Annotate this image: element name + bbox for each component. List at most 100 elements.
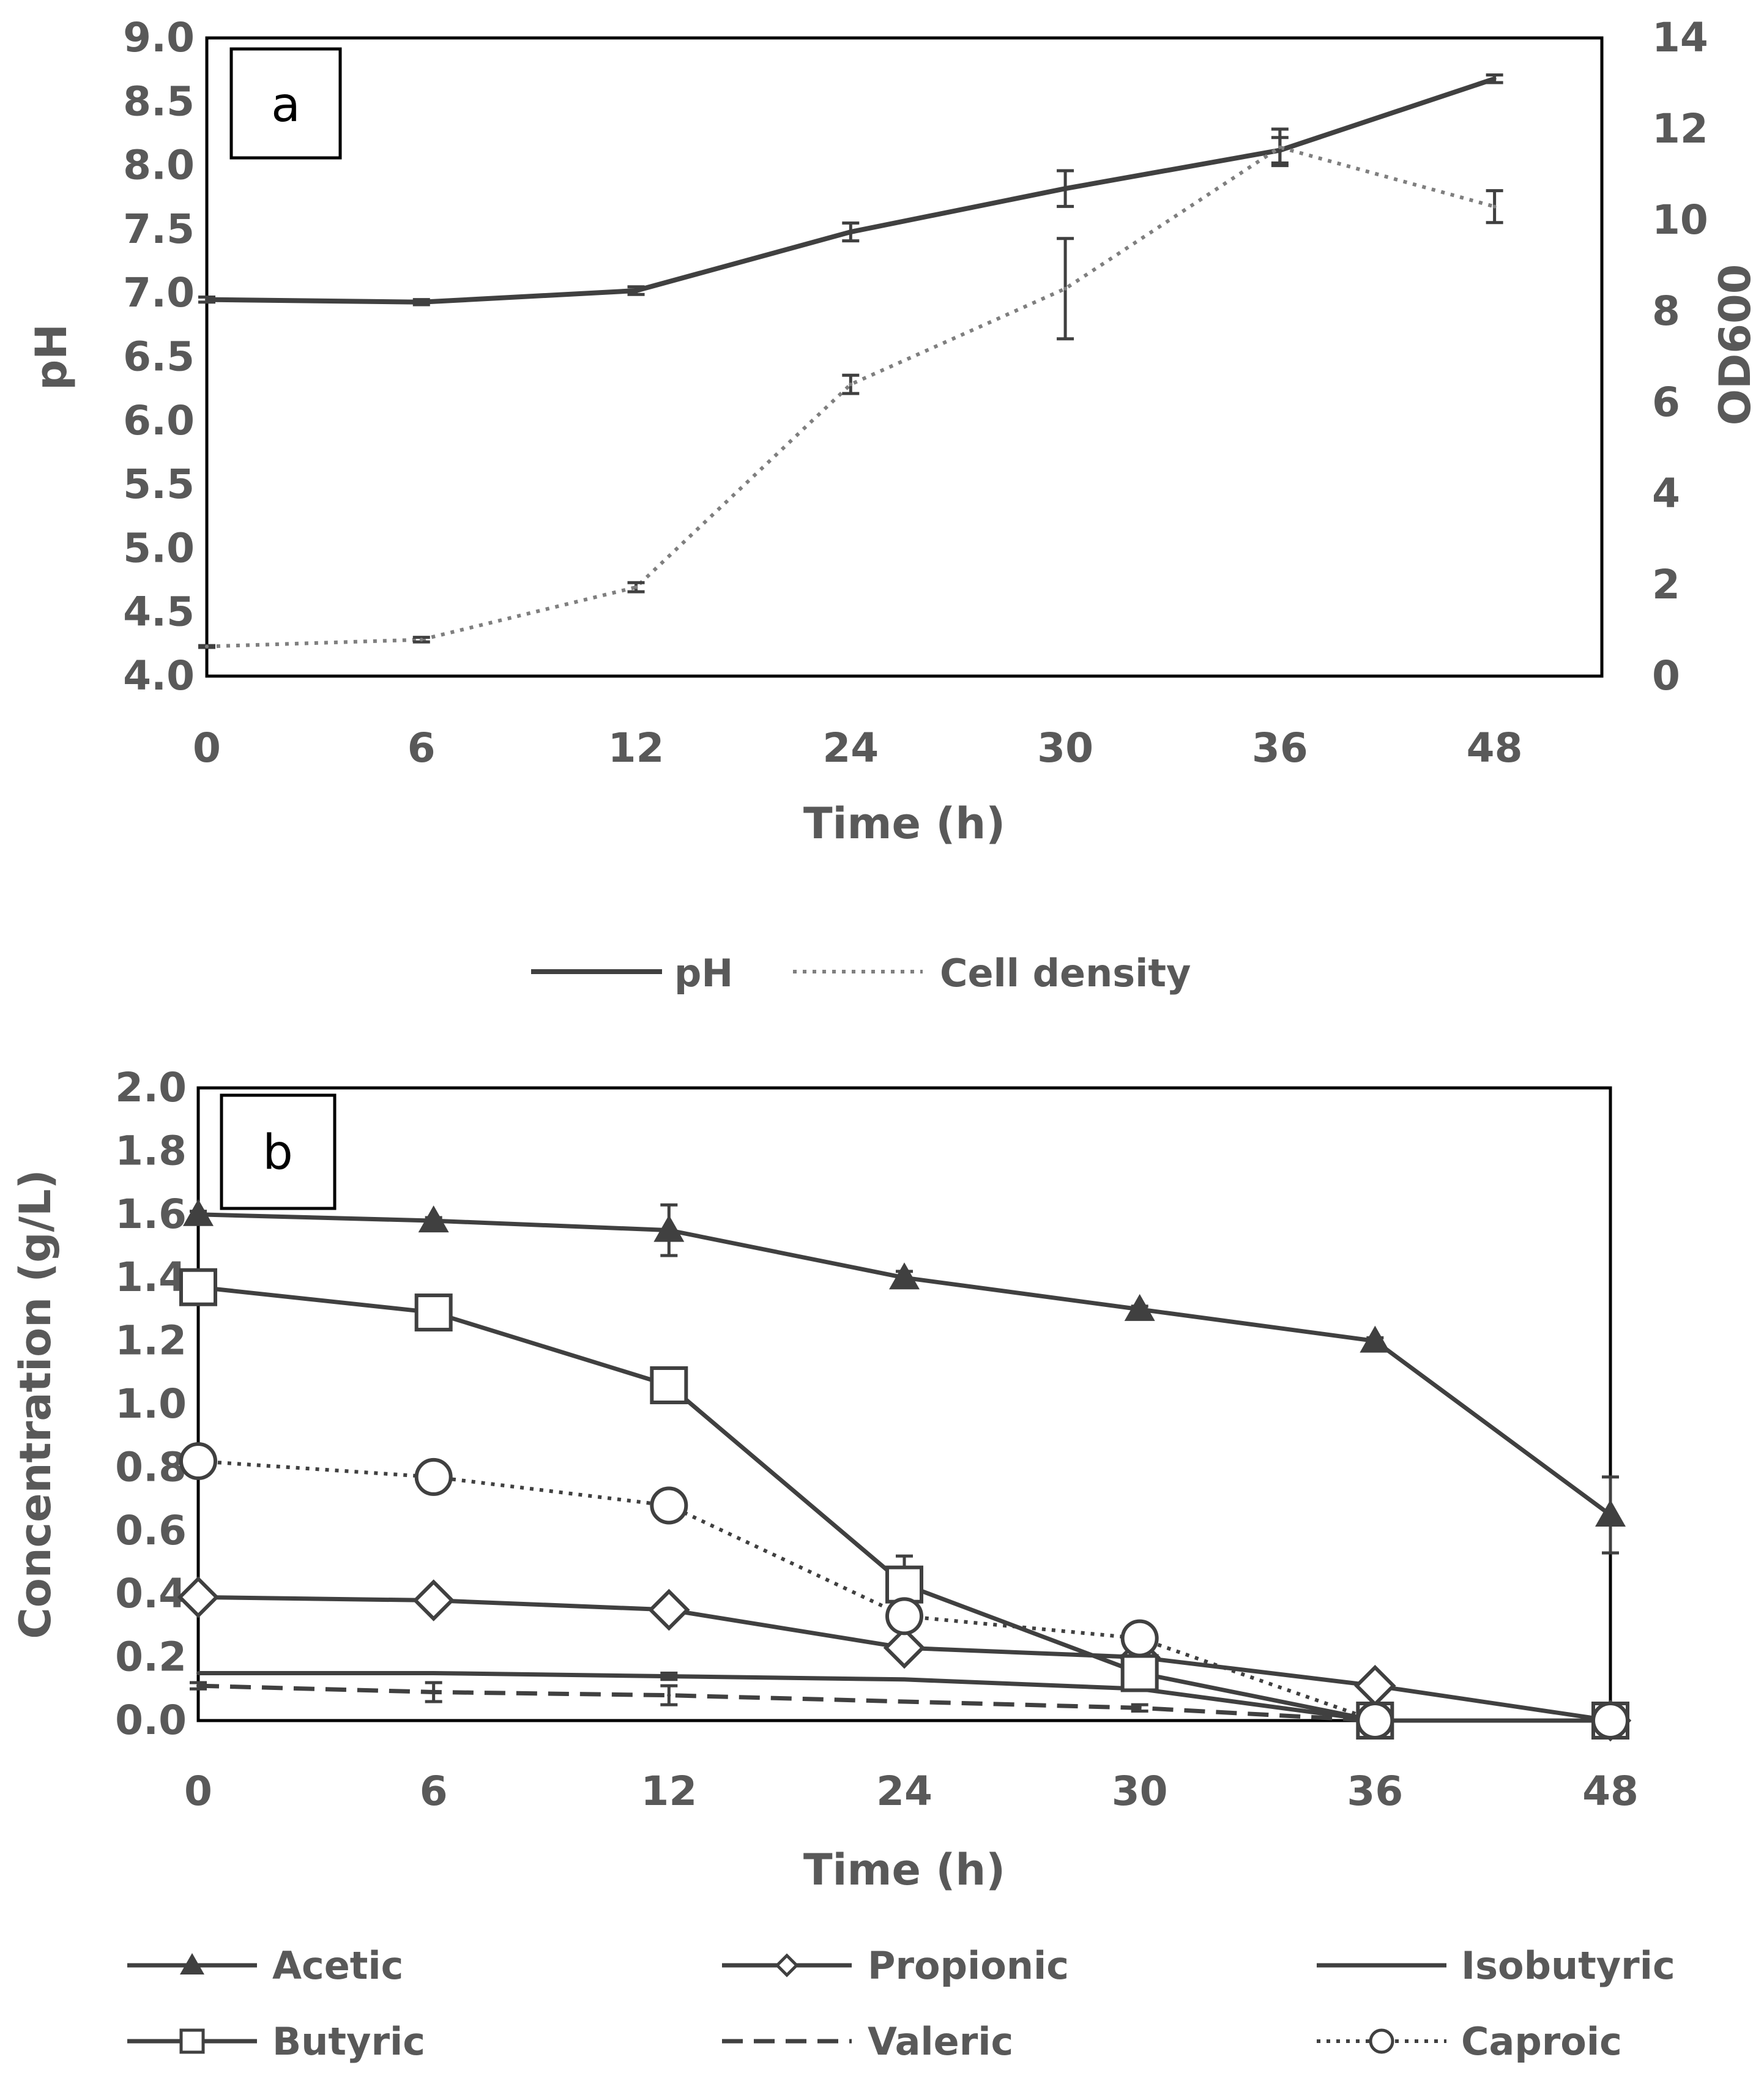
data-point bbox=[1360, 1325, 1391, 1353]
data-point bbox=[650, 1366, 688, 1404]
data-point bbox=[205, 297, 209, 302]
y-tick-label: 7.0 bbox=[123, 269, 195, 316]
legend-label: Caproic bbox=[1461, 2019, 1622, 2064]
data-point bbox=[1063, 187, 1068, 191]
y-tick-label: 1.6 bbox=[115, 1191, 187, 1238]
data-point bbox=[1492, 204, 1497, 209]
legend-label: Valeric bbox=[868, 2019, 1013, 2064]
data-point bbox=[177, 1576, 220, 1618]
y-tick-label: 0.6 bbox=[115, 1507, 187, 1554]
panel-label-b: b bbox=[262, 1125, 293, 1180]
data-point bbox=[1492, 76, 1497, 81]
data-point bbox=[650, 1486, 688, 1525]
x-tick-label: 12 bbox=[641, 1768, 697, 1815]
data-point bbox=[634, 289, 638, 293]
x-tick-label: 24 bbox=[822, 724, 879, 772]
data-point bbox=[418, 1205, 449, 1233]
data-point bbox=[1354, 1664, 1396, 1707]
data-point bbox=[414, 1457, 453, 1496]
series-acetic bbox=[183, 1199, 1626, 1555]
chart-b: b 0.0 0.2 0.4 0.6 0.8 1.0 1.2 1.4 1.6 1.8 2.0 0 6 12 24… bbox=[10, 1064, 1675, 2064]
data-point bbox=[902, 1699, 906, 1703]
data-point bbox=[634, 585, 638, 589]
x-tick-label: 0 bbox=[193, 724, 221, 772]
data-point bbox=[849, 230, 853, 234]
data-point bbox=[1591, 1702, 1629, 1740]
data-point bbox=[1120, 1654, 1159, 1692]
x-tick-label: 30 bbox=[1112, 1768, 1168, 1815]
y-tick-label: 8.5 bbox=[123, 78, 195, 125]
y-tick-label: 0.4 bbox=[115, 1570, 187, 1617]
y-tick-label: 4.0 bbox=[123, 652, 195, 699]
data-point bbox=[196, 1671, 200, 1675]
y-tick-label: 1.2 bbox=[115, 1317, 187, 1364]
y-right-tick-label: 12 bbox=[1652, 105, 1708, 152]
y-right-tick-label: 0 bbox=[1652, 652, 1680, 699]
panel-label-box-b bbox=[220, 1093, 337, 1210]
data-point bbox=[1356, 1702, 1394, 1740]
data-point bbox=[431, 1671, 436, 1675]
legend-b: Acetic Propionic Isobutyric Butyric Valeric C… bbox=[127, 1943, 1675, 2064]
data-point bbox=[1063, 286, 1068, 291]
legend-marker bbox=[180, 1953, 204, 1974]
y-axis-title-a: pH bbox=[26, 324, 76, 390]
data-point bbox=[412, 1579, 455, 1621]
legend-label: Butyric bbox=[272, 2019, 425, 2064]
data-point bbox=[179, 1442, 217, 1481]
y-tick-label: 2.0 bbox=[115, 1064, 187, 1111]
data-point bbox=[885, 1597, 923, 1636]
legend-label: Cell density bbox=[940, 951, 1191, 996]
panel-label-box-a bbox=[229, 47, 342, 160]
series-isobutyric bbox=[196, 1670, 1612, 1723]
legend-a: pH Cell density bbox=[531, 951, 1191, 996]
y-right-tick-label: 2 bbox=[1652, 561, 1680, 608]
data-point bbox=[1124, 1293, 1155, 1321]
data-point bbox=[883, 1626, 926, 1669]
y-right-tick-label: 8 bbox=[1652, 288, 1680, 335]
legend-label: Isobutyric bbox=[1461, 1943, 1675, 1988]
series-line bbox=[206, 76, 1495, 305]
plot-area-b bbox=[196, 1086, 1612, 1722]
x-tick-label: 6 bbox=[420, 1768, 448, 1815]
data-point bbox=[419, 300, 423, 304]
y-tick-label: 4.5 bbox=[123, 589, 195, 636]
plot-area-a bbox=[205, 36, 1604, 678]
data-point bbox=[419, 638, 423, 642]
data-point bbox=[196, 1684, 200, 1688]
data-point bbox=[183, 1199, 214, 1226]
y-right-tick-label: 6 bbox=[1652, 379, 1680, 426]
data-point bbox=[1595, 1499, 1626, 1527]
legend-marker bbox=[775, 1953, 799, 1978]
y-tick-label: 5.0 bbox=[123, 524, 195, 571]
series-cell-density bbox=[198, 127, 1503, 649]
series-caproic bbox=[179, 1442, 1629, 1740]
y-tick-label: 0.2 bbox=[115, 1634, 187, 1681]
y-tick-label: 6.0 bbox=[123, 397, 195, 444]
x-tick-label: 24 bbox=[876, 1768, 932, 1815]
legend-marker bbox=[179, 2028, 205, 2054]
x-tick-label: 36 bbox=[1252, 724, 1308, 772]
x-tick-label: 12 bbox=[608, 724, 664, 772]
y-right-tick-label: 10 bbox=[1652, 196, 1708, 244]
chart-a: a4.04.55.05.56.06.57.07.58.08.59.0024681… bbox=[26, 14, 1760, 996]
y-tick-label: 5.5 bbox=[123, 461, 195, 508]
data-point bbox=[205, 644, 209, 649]
legend-label: Acetic bbox=[272, 1943, 403, 1988]
y-tick-label: 1.8 bbox=[115, 1127, 187, 1174]
y-tick-label: 1.4 bbox=[115, 1254, 187, 1301]
series-line bbox=[198, 1212, 1612, 1517]
data-point bbox=[902, 1677, 906, 1681]
x-tick-label: 30 bbox=[1037, 724, 1093, 772]
data-point bbox=[849, 382, 853, 387]
data-point bbox=[653, 1215, 685, 1242]
series-ph bbox=[198, 73, 1503, 307]
y-tick-label: 0.8 bbox=[115, 1443, 187, 1491]
x-tick-label: 6 bbox=[408, 724, 436, 772]
data-point bbox=[414, 1293, 453, 1332]
y-tick-label: 6.5 bbox=[123, 333, 195, 381]
legend-label: Propionic bbox=[868, 1943, 1069, 1988]
y-tick-label: 1.0 bbox=[115, 1380, 187, 1427]
data-point bbox=[1137, 1706, 1142, 1710]
y-tick-label: 9.0 bbox=[123, 14, 195, 61]
